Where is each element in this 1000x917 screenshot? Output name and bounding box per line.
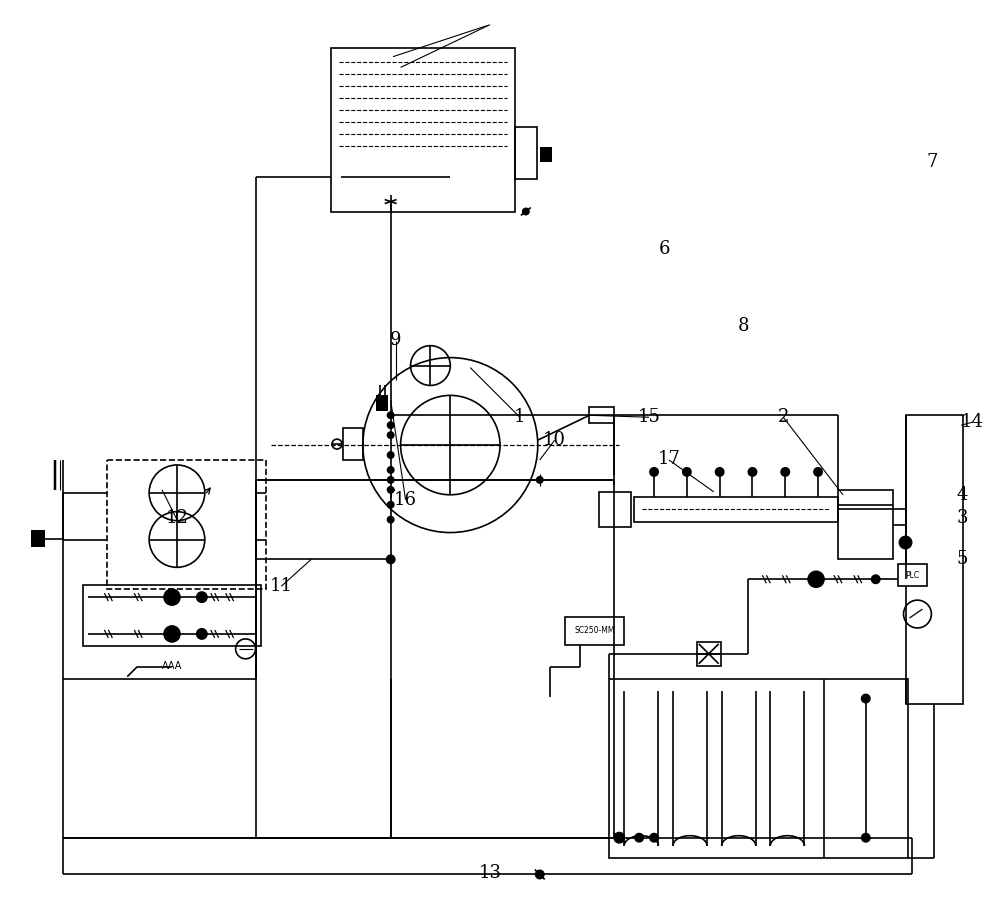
Bar bbox=[31, 529, 45, 547]
Circle shape bbox=[715, 467, 725, 477]
Text: 16: 16 bbox=[394, 491, 417, 509]
Text: 10: 10 bbox=[543, 431, 566, 449]
Circle shape bbox=[164, 590, 180, 605]
Circle shape bbox=[196, 591, 208, 603]
Bar bbox=[906, 415, 963, 703]
Text: 7: 7 bbox=[927, 153, 938, 171]
Text: 17: 17 bbox=[658, 449, 680, 468]
Circle shape bbox=[861, 693, 871, 703]
Circle shape bbox=[899, 536, 912, 549]
Text: 4: 4 bbox=[956, 486, 968, 504]
Bar bbox=[599, 492, 631, 526]
Text: 9: 9 bbox=[390, 331, 401, 349]
Text: 8: 8 bbox=[738, 317, 749, 336]
Text: SC250-MM: SC250-MM bbox=[574, 626, 615, 635]
Bar bbox=[589, 407, 614, 424]
Circle shape bbox=[780, 467, 790, 477]
Bar bbox=[336, 161, 510, 202]
Circle shape bbox=[682, 467, 692, 477]
Text: 13: 13 bbox=[479, 864, 502, 882]
Bar bbox=[838, 490, 893, 559]
Circle shape bbox=[196, 628, 208, 640]
Bar bbox=[634, 497, 838, 522]
Circle shape bbox=[649, 467, 659, 477]
Circle shape bbox=[164, 626, 180, 642]
Circle shape bbox=[387, 431, 395, 439]
Bar bbox=[331, 48, 515, 212]
Bar bbox=[256, 480, 614, 838]
Bar bbox=[898, 564, 927, 586]
Bar bbox=[697, 642, 721, 666]
Circle shape bbox=[522, 207, 530, 215]
Bar bbox=[515, 127, 537, 179]
Bar bbox=[609, 679, 908, 857]
Text: 1: 1 bbox=[514, 408, 526, 426]
Circle shape bbox=[747, 467, 757, 477]
Text: AAA: AAA bbox=[162, 661, 182, 670]
Circle shape bbox=[613, 832, 625, 844]
Circle shape bbox=[634, 833, 644, 843]
Circle shape bbox=[536, 476, 544, 484]
Circle shape bbox=[387, 412, 395, 419]
Text: PLC: PLC bbox=[905, 570, 920, 580]
Circle shape bbox=[387, 421, 395, 429]
Bar bbox=[565, 617, 624, 645]
Bar bbox=[376, 395, 388, 412]
Circle shape bbox=[386, 555, 396, 564]
Bar bbox=[107, 460, 266, 590]
Text: 6: 6 bbox=[658, 240, 670, 258]
Bar bbox=[343, 428, 363, 460]
Circle shape bbox=[387, 451, 395, 459]
Bar bbox=[540, 147, 552, 161]
Text: 14: 14 bbox=[961, 413, 984, 431]
Circle shape bbox=[387, 466, 395, 474]
Circle shape bbox=[861, 833, 871, 843]
Text: 3: 3 bbox=[956, 509, 968, 526]
Circle shape bbox=[387, 486, 395, 493]
Text: 15: 15 bbox=[638, 408, 661, 426]
Bar bbox=[83, 585, 261, 646]
Text: 5: 5 bbox=[956, 550, 968, 568]
Circle shape bbox=[387, 501, 395, 509]
Text: 2: 2 bbox=[778, 408, 789, 426]
Circle shape bbox=[387, 515, 395, 524]
Circle shape bbox=[649, 833, 659, 843]
Text: 11: 11 bbox=[270, 577, 293, 595]
Circle shape bbox=[871, 574, 881, 584]
Circle shape bbox=[535, 869, 545, 879]
Circle shape bbox=[387, 476, 395, 484]
Circle shape bbox=[808, 571, 824, 587]
Circle shape bbox=[813, 467, 823, 477]
Text: 12: 12 bbox=[166, 509, 188, 526]
